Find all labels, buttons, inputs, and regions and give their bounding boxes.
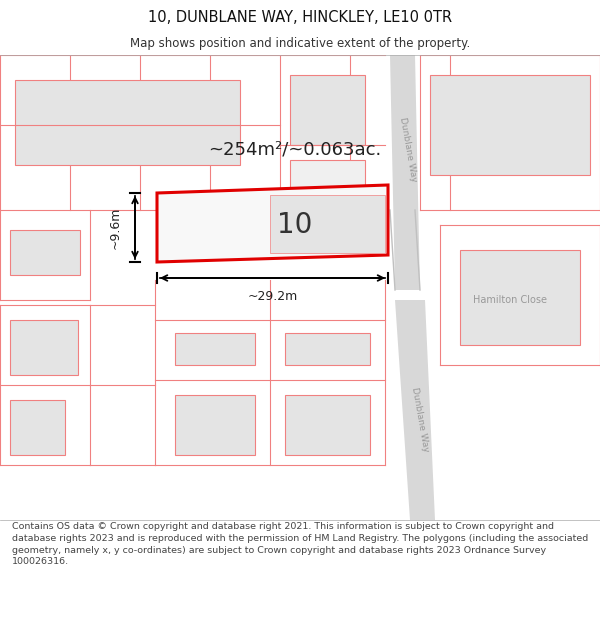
Bar xyxy=(270,195,385,253)
Text: ~9.6m: ~9.6m xyxy=(109,206,121,249)
Text: 10: 10 xyxy=(277,211,313,239)
Bar xyxy=(430,75,590,175)
Text: Hamilton Close: Hamilton Close xyxy=(473,295,547,305)
Text: ~254m²/~0.063ac.: ~254m²/~0.063ac. xyxy=(208,141,382,159)
Polygon shape xyxy=(390,55,420,290)
Bar xyxy=(460,250,580,345)
Bar xyxy=(15,80,240,165)
Bar xyxy=(10,400,65,455)
Text: Map shows position and indicative extent of the property.: Map shows position and indicative extent… xyxy=(130,38,470,51)
Text: Dunblane Way: Dunblane Way xyxy=(410,387,430,453)
Text: Contains OS data © Crown copyright and database right 2021. This information is : Contains OS data © Crown copyright and d… xyxy=(12,522,588,566)
Bar xyxy=(290,75,365,145)
Bar xyxy=(10,320,78,375)
Bar xyxy=(290,160,365,200)
Polygon shape xyxy=(157,185,388,262)
Bar xyxy=(285,333,370,365)
Bar xyxy=(10,230,80,275)
Bar xyxy=(175,395,255,455)
Text: ~29.2m: ~29.2m xyxy=(247,289,298,302)
Bar xyxy=(285,395,370,455)
Bar xyxy=(175,333,255,365)
Text: Dunblane Way: Dunblane Way xyxy=(398,117,418,183)
Text: 10, DUNBLANE WAY, HINCKLEY, LE10 0TR: 10, DUNBLANE WAY, HINCKLEY, LE10 0TR xyxy=(148,10,452,25)
Polygon shape xyxy=(395,300,435,520)
